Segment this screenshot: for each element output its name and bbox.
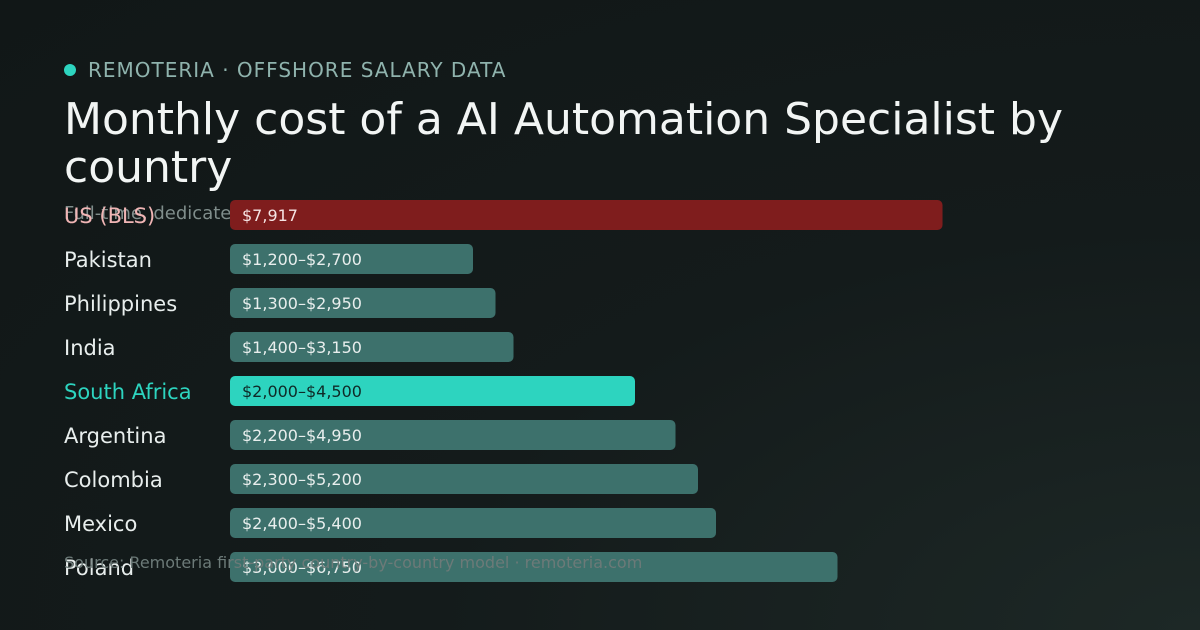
category-label: Argentina xyxy=(64,424,166,448)
chart-title: Monthly cost of a AI Automation Speciali… xyxy=(64,94,1063,193)
bar xyxy=(230,508,716,538)
bar xyxy=(230,200,943,230)
bar xyxy=(230,288,496,318)
brand-name: REMOTERIA · OFFSHORE SALARY DATA xyxy=(88,58,507,82)
category-label: India xyxy=(64,336,116,360)
bar xyxy=(230,376,635,406)
bar-value-label: $2,000–$4,500 xyxy=(242,382,362,401)
category-label: Mexico xyxy=(64,512,137,536)
bar xyxy=(230,552,838,582)
brand: REMOTERIA · OFFSHORE SALARY DATA xyxy=(64,58,506,82)
brand-dot-icon xyxy=(64,64,76,76)
category-label: Colombia xyxy=(64,468,163,492)
category-label: Pakistan xyxy=(64,248,152,272)
category-label: Philippines xyxy=(64,292,177,316)
bar-value-label: $1,400–$3,150 xyxy=(242,338,362,357)
bar-value-label: $7,917 xyxy=(242,206,298,225)
bar-value-label: $1,300–$2,950 xyxy=(242,294,362,313)
bar xyxy=(230,464,698,494)
bar-value-label: $3,000–$6,750 xyxy=(242,558,362,577)
category-label: South Africa xyxy=(64,380,192,404)
category-label: Poland xyxy=(64,556,134,580)
source-footnote: Source: Remoteria first-party country-by… xyxy=(64,553,643,572)
bar-value-label: $2,200–$4,950 xyxy=(242,426,362,445)
category-label: US (BLS) xyxy=(64,204,155,228)
bar xyxy=(230,420,676,450)
bar-value-label: $2,400–$5,400 xyxy=(242,514,362,533)
bar xyxy=(230,244,473,274)
bar xyxy=(230,332,514,362)
chart-subtitle: Full-time, dedicated xyxy=(64,203,243,224)
bar-value-label: $1,200–$2,700 xyxy=(242,250,362,269)
bar-value-label: $2,300–$5,200 xyxy=(242,470,362,489)
